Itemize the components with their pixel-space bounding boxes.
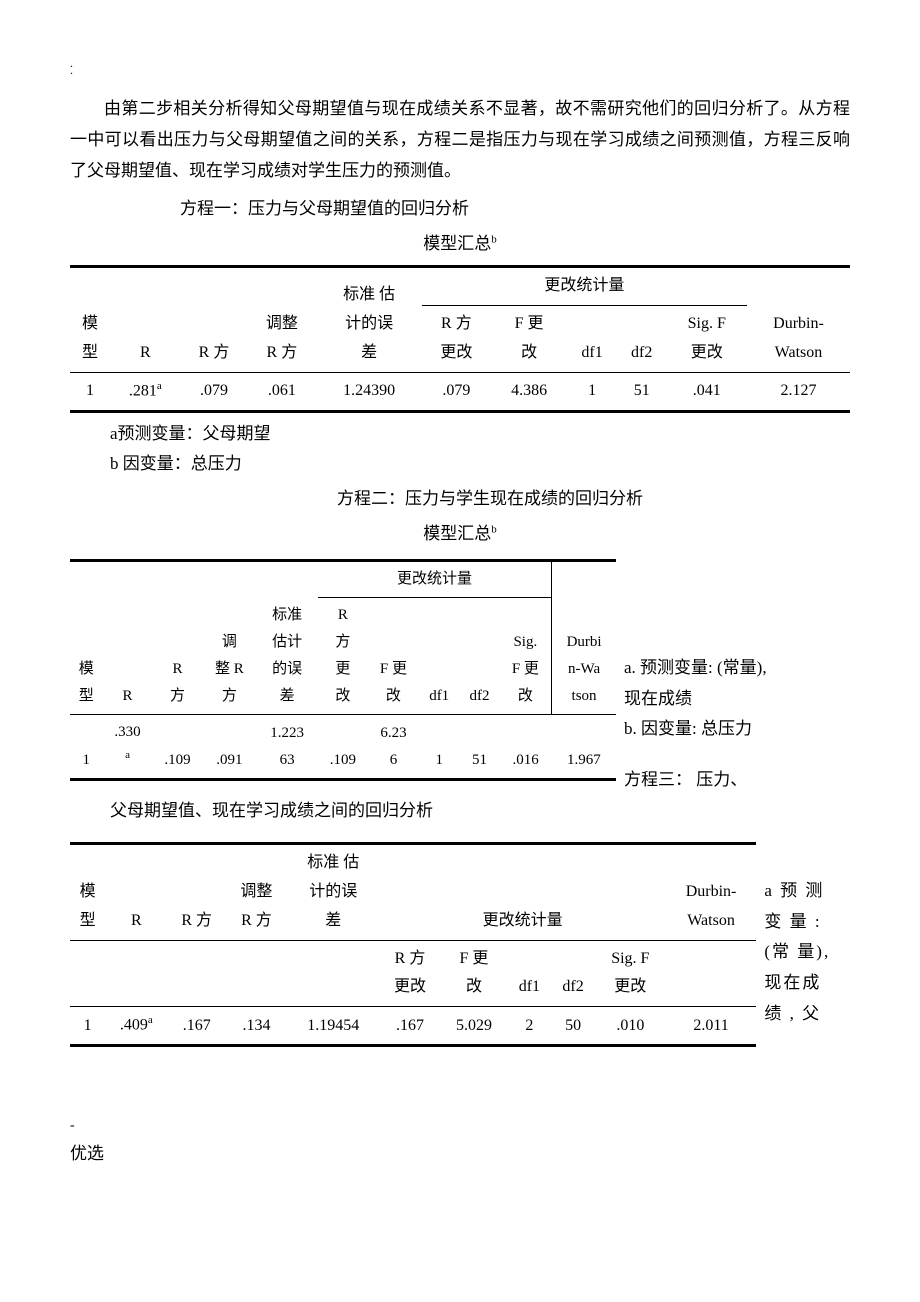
h-Rchg: R 方 更改: [422, 306, 491, 373]
eq2-side-notes: a. 预测变量: (常量), 现在成绩 b. 因变量: 总压力 方程三： 压力、: [616, 653, 850, 795]
h3-change-group: 更改统计量: [380, 863, 666, 940]
eq3-title-part1: 方程三： 压力、: [624, 765, 850, 796]
h-sigF: Sig. F 更改: [667, 306, 747, 373]
eq2-model-label: 模型汇总: [423, 524, 491, 543]
c2-stderr: 1.223 63: [256, 715, 318, 780]
eq2-block: 模 型 R R 方 调 整 R 方 标准 估计 的误 差 更改统计量 Durbi…: [70, 553, 850, 795]
h-Fchg: F 更 改: [491, 306, 567, 373]
eq1-note-a: a预测变量：父母期望: [110, 419, 850, 450]
c3-dw: 2.011: [666, 1007, 757, 1046]
h-change-group: 更改统计量: [422, 267, 747, 306]
c2-df2: 51: [459, 715, 499, 780]
c2-Fchg: 6.23 6: [368, 715, 419, 780]
eq1-model-caption: 模型汇总b: [70, 229, 850, 260]
eq2-title: 方程二：压力与学生现在成绩的回归分析: [130, 484, 850, 515]
eq2-side-b: b. 因变量: 总压力: [624, 714, 850, 745]
c-adjR2: .061: [247, 372, 316, 411]
c-R: .281a: [110, 372, 181, 411]
h-adjR2: 调整 R 方: [247, 267, 316, 372]
h3-dw: Durbin- Watson: [666, 844, 757, 940]
h3-adjR2: 调整 R 方: [226, 844, 287, 940]
intro-paragraph: 由第二步相关分析得知父母期望值与现在成绩关系不显著，故不需研究他们的回归分析了。…: [70, 94, 850, 186]
h2-R2: R 方: [153, 561, 203, 715]
footer-text: 优选: [70, 1139, 850, 1170]
eq2-table: 模 型 R R 方 调 整 R 方 标准 估计 的误 差 更改统计量 Durbi…: [70, 559, 616, 781]
eq3-row: 1 .409a .167 .134 1.19454 .167 5.029 2 5…: [70, 1007, 756, 1046]
c-Rchg: .079: [422, 372, 491, 411]
c-stderr: 1.24390: [316, 372, 421, 411]
footer-dash: -: [70, 1113, 850, 1138]
c2-Rchg: .109: [318, 715, 368, 780]
h2-df2: df2: [459, 598, 499, 715]
c3-Rchg: .167: [380, 1007, 441, 1046]
h3-R: R: [105, 844, 167, 940]
c-dw: 2.127: [747, 372, 850, 411]
eq1-model-label: 模型汇总: [423, 234, 491, 253]
h3-sigF: Sig. F 更改: [595, 940, 666, 1007]
h2-df1: df1: [419, 598, 459, 715]
c3-sigF: .010: [595, 1007, 666, 1046]
eq2-side-a: a. 预测变量: (常量), 现在成绩: [624, 653, 850, 714]
h3-empty: [380, 844, 666, 864]
h3-R2: R 方: [167, 844, 226, 940]
c3-R2: .167: [167, 1007, 226, 1046]
h2-Fchg: F 更 改: [368, 598, 419, 715]
h-model: 模 型: [70, 267, 110, 372]
c-df2: 51: [617, 372, 667, 411]
h-dw: Durbin- Watson: [747, 267, 850, 372]
h2-Rchg: R 方 更 改: [318, 598, 368, 715]
h3-stderr: 标准 估 计的误 差: [287, 844, 380, 940]
c3-df2: 50: [551, 1007, 595, 1046]
c3-Fchg: 5.029: [440, 1007, 507, 1046]
h2-sigF: Sig. F 更 改: [500, 598, 552, 715]
eq1-sup: b: [491, 233, 497, 245]
c3-model: 1: [70, 1007, 105, 1046]
c-df1: 1: [567, 372, 617, 411]
c3-adjR2: .134: [226, 1007, 287, 1046]
eq1-row: 1 .281a .079 .061 1.24390 .079 4.386 1 5…: [70, 372, 850, 411]
c2-R: .330a: [103, 715, 153, 780]
h3-Rchg: R 方 更改: [380, 940, 441, 1007]
h3-df1: df1: [508, 940, 552, 1007]
c-Fchg: 4.386: [491, 372, 567, 411]
h2-dw: Durbi n-Wa tson: [552, 561, 616, 715]
h3-Fchg: F 更 改: [440, 940, 507, 1007]
c-sigF: .041: [667, 372, 747, 411]
h2-stderr: 标准 估计 的误 差: [256, 561, 318, 715]
c3-df1: 2: [508, 1007, 552, 1046]
h3-df2: df2: [551, 940, 595, 1007]
c2-df1: 1: [419, 715, 459, 780]
footer: - 优选: [70, 1113, 850, 1169]
h2-R: R: [103, 561, 153, 715]
eq3-block: 模 型 R R 方 调整 R 方 标准 估 计的误 差 Durbin- Wats…: [70, 836, 850, 1053]
leading-dots: . .: [70, 60, 850, 74]
c-model: 1: [70, 372, 110, 411]
h-df1: df1: [567, 306, 617, 373]
eq1-table: 模 型 R R 方 调整 R 方 标准 估 计的误 差 更改统计量 Durbin…: [70, 265, 850, 413]
c-R2: .079: [181, 372, 248, 411]
c2-sigF: .016: [500, 715, 552, 780]
h2-adjR2: 调 整 R 方: [202, 561, 256, 715]
eq1-note-b: b 因变量：总压力: [110, 449, 850, 480]
h2-model: 模 型: [70, 561, 103, 715]
c2-R2: .109: [153, 715, 203, 780]
eq3-side-note: a 预 测 变 量 : (常 量), 现在成 绩 , 父: [756, 876, 850, 1029]
c3-stderr: 1.19454: [287, 1007, 380, 1046]
eq1-title: 方程一：压力与父母期望值的回归分析: [180, 194, 850, 225]
c2-adjR2: .091: [202, 715, 256, 780]
h3-model: 模 型: [70, 844, 105, 940]
c3-R: .409a: [105, 1007, 167, 1046]
h-df2: df2: [617, 306, 667, 373]
c2-dw: 1.967: [552, 715, 616, 780]
eq2-row: 1 .330a .109 .091 1.223 63 .109 6.23 6 1…: [70, 715, 616, 780]
h-R2: R 方: [181, 267, 248, 372]
c2-model: 1: [70, 715, 103, 780]
h-R: R: [110, 267, 181, 372]
eq3-title-part2: 父母期望值、现在学习成绩之间的回归分析: [110, 796, 850, 827]
h-stderr: 标准 估 计的误 差: [316, 267, 421, 372]
eq3-table: 模 型 R R 方 调整 R 方 标准 估 计的误 差 Durbin- Wats…: [70, 842, 756, 1047]
eq2-sup: b: [491, 523, 497, 535]
h2-change-group: 更改统计量: [318, 561, 552, 598]
eq2-model-caption: 模型汇总b: [70, 519, 850, 550]
